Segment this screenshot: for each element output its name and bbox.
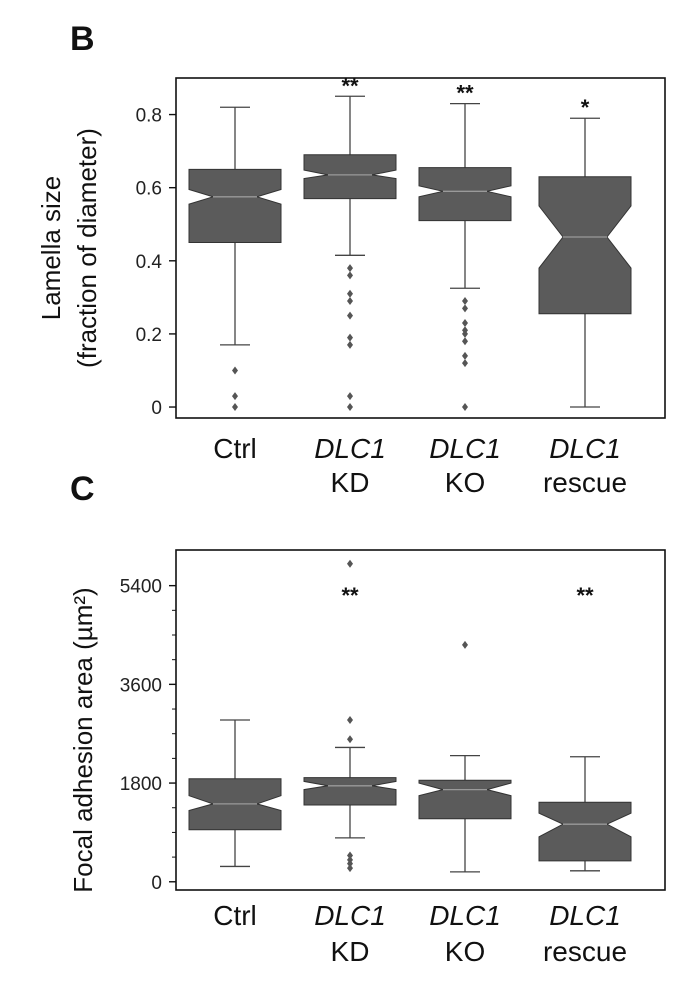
y-tick-label: 0 xyxy=(151,398,162,419)
outlier-point xyxy=(462,403,468,412)
box xyxy=(538,801,632,862)
panel-c: C 0 1800 3600 5400 ** ** Ctrl DLC1 KD DLC1 KO DLC… xyxy=(68,470,666,967)
box-group: * xyxy=(538,95,632,408)
outlier-point xyxy=(462,359,468,368)
outlier-point xyxy=(462,337,468,346)
outlier-point xyxy=(347,271,353,280)
category-label-line2: KO xyxy=(445,467,485,498)
x-axis-c: Ctrl DLC1 KD DLC1 KO DLC1 rescue xyxy=(213,900,627,967)
box xyxy=(538,176,632,315)
box-group: ** xyxy=(418,81,512,412)
category-label: DLC1 xyxy=(549,900,621,931)
plot-frame-b xyxy=(175,77,666,419)
outlier-point xyxy=(347,859,353,868)
box xyxy=(418,167,512,222)
y-axis-label-b-line2: (fraction of diameter) xyxy=(72,128,102,368)
significance-marker: ** xyxy=(456,81,474,106)
box-group xyxy=(188,719,282,868)
outlier-point xyxy=(347,403,353,412)
outlier-point xyxy=(347,735,353,744)
category-label: DLC1 xyxy=(549,433,621,464)
box xyxy=(303,777,397,806)
category-label-line2: rescue xyxy=(543,467,627,498)
outlier-point xyxy=(347,392,353,401)
y-tick-label: 0.4 xyxy=(136,252,163,273)
category-label: DLC1 xyxy=(314,433,386,464)
box-group: ** xyxy=(303,73,397,412)
outlier-point xyxy=(462,351,468,360)
box xyxy=(418,779,512,820)
outlier-point xyxy=(347,264,353,273)
outlier-point xyxy=(347,864,353,873)
panel-letter-b: B xyxy=(70,20,95,58)
outlier-point xyxy=(347,716,353,724)
y-tick-label: 5400 xyxy=(120,577,162,598)
y-tick-label: 0.8 xyxy=(136,106,162,127)
outlier-point xyxy=(462,297,468,306)
category-label-line2: rescue xyxy=(543,936,627,967)
outlier-point xyxy=(347,333,353,342)
panel-b: B 00.20.40.60.8 ** *** Ctrl DLC1KDDLC1KODL… xyxy=(36,20,666,498)
significance-marker: ** xyxy=(341,583,359,608)
category-label: DLC1 xyxy=(429,900,501,931)
category-label: Ctrl xyxy=(213,900,257,931)
category-label-line2: KD xyxy=(331,936,370,967)
significance-marker: ** xyxy=(341,73,359,98)
outlier-point xyxy=(232,366,238,375)
panel-letter-c: C xyxy=(70,470,95,508)
box xyxy=(188,168,282,243)
box xyxy=(303,154,397,200)
outlier-point xyxy=(347,311,353,320)
boxes-b: ** *** xyxy=(188,73,632,412)
y-tick-label: 0.2 xyxy=(136,325,162,346)
y-tick-label: 3600 xyxy=(120,675,162,696)
y-tick-label: 1800 xyxy=(120,774,162,795)
y-axis-label-b-line1: Lamella size xyxy=(36,176,66,321)
outlier-point xyxy=(347,297,353,306)
outlier-point xyxy=(347,851,353,860)
category-label: Ctrl xyxy=(213,433,257,464)
outlier-point xyxy=(462,640,468,649)
outlier-point xyxy=(347,289,353,298)
y-axis-label-c: Focal adhesion area (µm²) xyxy=(68,587,98,892)
significance-marker: ** xyxy=(576,583,594,608)
y-tick-label: 0.6 xyxy=(136,179,162,200)
box-group xyxy=(418,640,512,873)
outlier-point xyxy=(232,392,238,401)
outlier-point xyxy=(462,304,468,313)
box-group xyxy=(188,106,282,412)
box-group: ** xyxy=(303,583,397,873)
outlier-point xyxy=(347,340,353,349)
outlier-point xyxy=(462,318,468,327)
outlier-point xyxy=(462,329,468,338)
outlier-point xyxy=(232,403,238,412)
y-axis-c: 0 1800 3600 5400 xyxy=(120,577,176,894)
box-group: ** xyxy=(538,583,632,872)
significance-marker: * xyxy=(581,95,590,120)
y-axis-b: 0 0.2 0.4 0.6 0.8 xyxy=(136,106,176,419)
boxes-c: ** ** xyxy=(188,559,632,873)
category-label-line2: KD xyxy=(331,467,370,498)
y-tick-label: 0 xyxy=(151,873,162,894)
outlier-point xyxy=(347,559,353,568)
category-label: DLC1 xyxy=(314,900,386,931)
category-label: DLC1 xyxy=(429,433,501,464)
plot-frame-c xyxy=(175,549,666,891)
category-label-line2: KO xyxy=(445,936,485,967)
